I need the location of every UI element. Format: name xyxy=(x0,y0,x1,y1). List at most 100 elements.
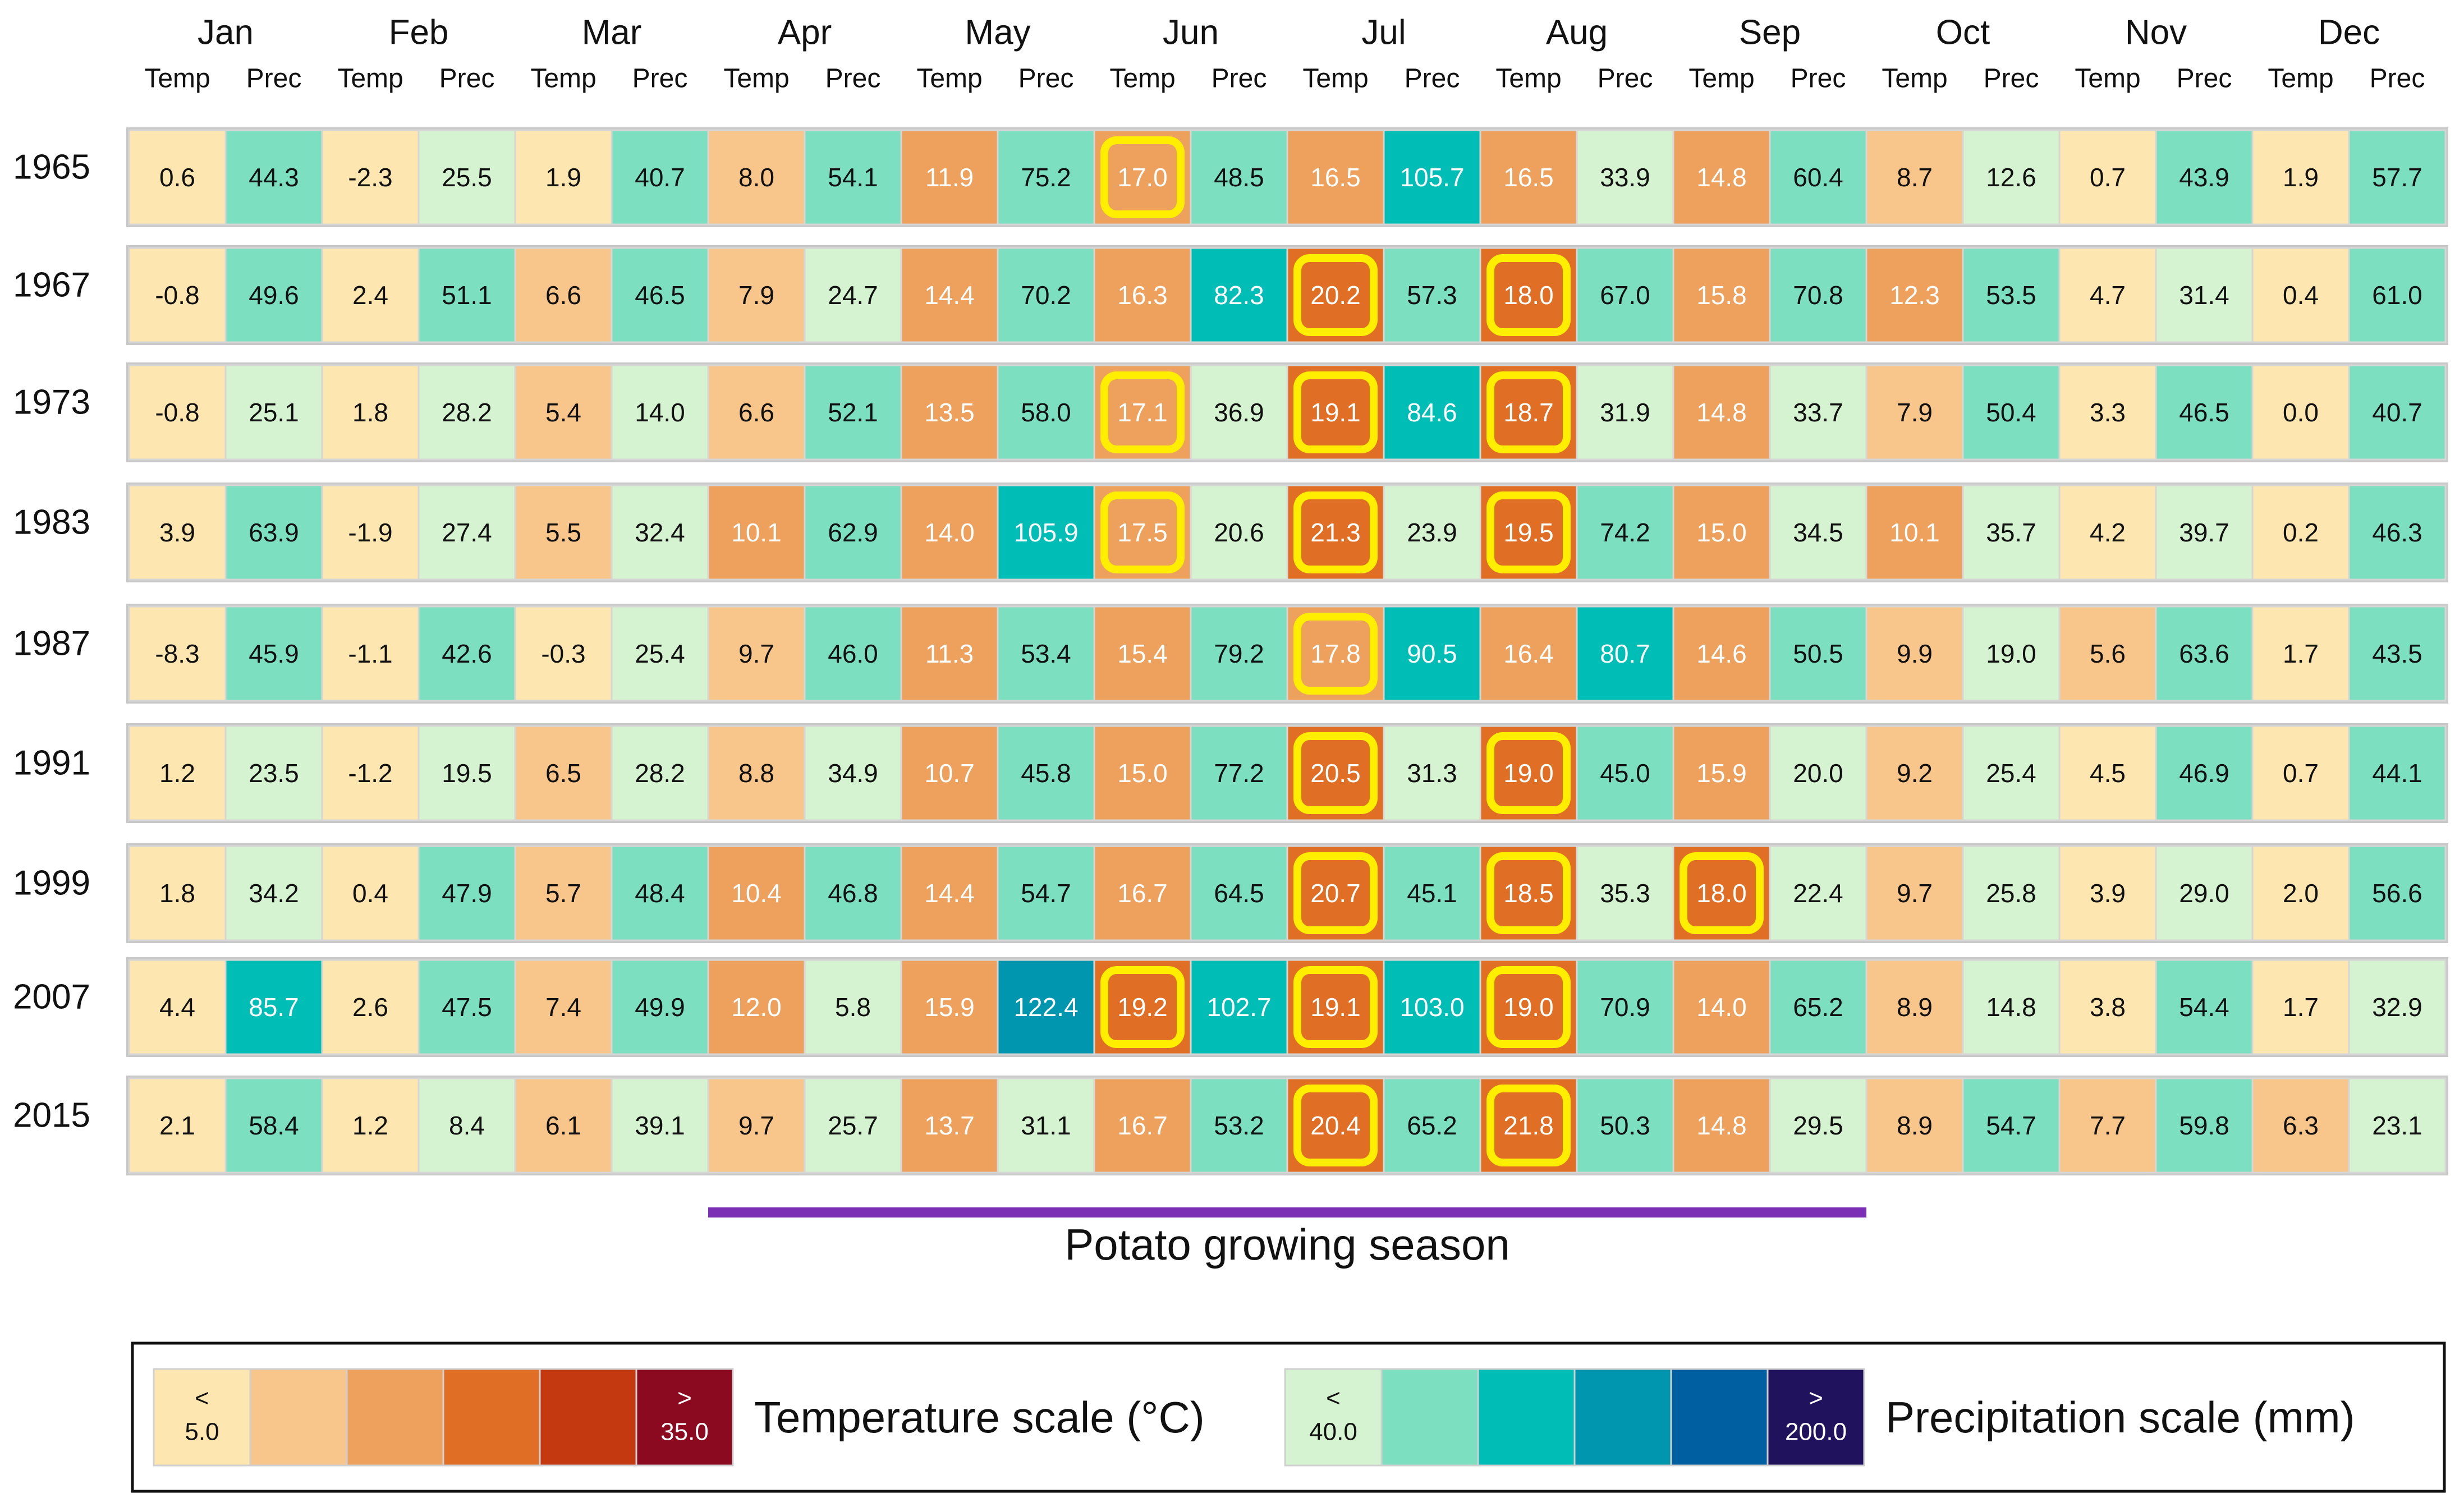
temp-cell-1991-mar xyxy=(514,725,613,821)
temp-cell-2007-sep xyxy=(1672,959,1771,1055)
temp-value-1987-aug: 16.4 xyxy=(1503,639,1554,668)
prec-value-1999-sep: 22.4 xyxy=(1793,879,1843,908)
temp-value-1987-mar: -0.3 xyxy=(541,639,585,668)
temp-cell-1973-mar xyxy=(514,364,613,461)
temp-value-1983-mar: 5.5 xyxy=(545,518,581,547)
temp-value-1965-sep: 14.8 xyxy=(1696,163,1747,192)
temp-scale-high-sign: > xyxy=(677,1385,692,1412)
prec-value-1973-may: 58.0 xyxy=(1021,398,1071,427)
month-label-jan: Jan xyxy=(198,13,254,52)
prec-value-1987-jun: 79.2 xyxy=(1214,639,1264,668)
temp-value-2015-apr: 9.7 xyxy=(738,1111,774,1140)
prec-value-1999-may: 54.7 xyxy=(1021,879,1071,908)
prec-scale-low-value: 40.0 xyxy=(1309,1418,1357,1446)
temp-cell-1983-jan xyxy=(128,484,227,581)
prec-value-1991-jul: 31.3 xyxy=(1407,759,1457,788)
temp-value-1967-jan: -0.8 xyxy=(155,281,199,310)
prec-value-1967-feb: 51.1 xyxy=(442,281,492,310)
subheader-prec-sep: Prec xyxy=(1791,64,1846,94)
prec-value-2015-sep: 29.5 xyxy=(1793,1111,1843,1140)
prec-value-2015-jul: 65.2 xyxy=(1407,1111,1457,1140)
temp-cell-1983-oct xyxy=(1865,484,1964,581)
prec-value-2007-dec: 32.9 xyxy=(2372,993,2422,1022)
temp-value-1991-jun: 15.0 xyxy=(1117,759,1168,788)
prec-cell-1999-oct xyxy=(1962,845,2061,941)
temp-value-1967-may: 14.4 xyxy=(924,281,975,310)
prec-cell-2015-dec xyxy=(2348,1077,2447,1174)
subheader-temp-nov: Temp xyxy=(2075,64,2140,94)
temp-cell-1967-oct xyxy=(1865,247,1964,343)
subheader-prec-may: Prec xyxy=(1018,64,1074,94)
prec-value-1967-jun: 82.3 xyxy=(1214,281,1264,310)
temp-value-2007-dec: 1.7 xyxy=(2283,993,2319,1022)
prec-value-2007-jan: 85.7 xyxy=(249,993,299,1022)
prec-cell-1987-jan xyxy=(224,605,323,702)
prec-value-1987-mar: 25.4 xyxy=(635,639,685,668)
prec-value-1973-mar: 14.0 xyxy=(635,398,685,427)
temp-value-1987-nov: 5.6 xyxy=(2090,639,2126,668)
temp-cell-1999-dec xyxy=(2251,845,2350,941)
month-label-oct: Oct xyxy=(1936,13,1990,52)
highlight-box-1983-aug xyxy=(1486,491,1571,573)
prec-value-1987-jul: 90.5 xyxy=(1407,639,1457,668)
temp-value-1967-apr: 7.9 xyxy=(738,281,774,310)
prec-cell-1967-oct xyxy=(1962,247,2061,343)
temp-value-1987-jun: 15.4 xyxy=(1117,639,1168,668)
prec-value-1973-apr: 52.1 xyxy=(828,398,878,427)
temp-cell-1965-mar xyxy=(514,129,613,226)
prec-cell-1973-oct xyxy=(1962,364,2061,461)
row-outline-2007 xyxy=(126,957,2448,1057)
temp-value-1967-feb: 2.4 xyxy=(352,281,388,310)
temp-cell-1973-sep xyxy=(1672,364,1771,461)
temp-value-2015-jun: 16.7 xyxy=(1117,1111,1168,1140)
prec-value-2007-apr: 5.8 xyxy=(835,993,871,1022)
temp-value-1967-oct: 12.3 xyxy=(1889,281,1940,310)
prec-value-1999-jul: 45.1 xyxy=(1407,879,1457,908)
prec-cell-1967-jan xyxy=(224,247,323,343)
growing-season-bar xyxy=(708,1207,1866,1217)
prec-value-1999-jun: 64.5 xyxy=(1214,879,1264,908)
prec-cell-1991-mar xyxy=(611,725,709,821)
temp-cell-1965-apr xyxy=(707,129,806,226)
year-label-1991: 1991 xyxy=(13,744,90,783)
prec-cell-1983-feb xyxy=(417,484,516,581)
prec-cell-1999-apr xyxy=(804,845,902,941)
prec-cell-1987-may xyxy=(997,605,1095,702)
prec-value-2015-aug: 50.3 xyxy=(1600,1111,1650,1140)
prec-cell-1973-jul xyxy=(1383,364,1481,461)
temp-value-1999-apr: 10.4 xyxy=(731,879,782,908)
temp-cell-1991-sep xyxy=(1672,725,1771,821)
prec-value-2015-may: 31.1 xyxy=(1021,1111,1071,1140)
highlight-box-1983-jul xyxy=(1293,491,1378,573)
prec-value-1991-jan: 23.5 xyxy=(249,759,299,788)
temp-cell-2007-feb xyxy=(321,959,420,1055)
prec-cell-1991-aug xyxy=(1576,725,1674,821)
temp-cell-1999-may xyxy=(900,845,999,941)
prec-scale-high-value: 200.0 xyxy=(1785,1418,1847,1446)
prec-cell-1999-may xyxy=(997,845,1095,941)
temp-value-1967-jun: 16.3 xyxy=(1117,281,1168,310)
temp-value-1983-jun: 17.5 xyxy=(1117,518,1168,547)
prec-value-1973-nov: 46.5 xyxy=(2179,398,2229,427)
prec-value-2015-jun: 53.2 xyxy=(1214,1111,1264,1140)
temp-value-2015-jul: 20.4 xyxy=(1310,1111,1361,1140)
temp-value-1967-dec: 0.4 xyxy=(2283,281,2319,310)
temp-cell-1967-feb xyxy=(321,247,420,343)
year-label-2015: 2015 xyxy=(13,1096,90,1135)
prec-value-1987-jan: 45.9 xyxy=(249,639,299,668)
prec-cell-1999-feb xyxy=(417,845,516,941)
temp-cell-1965-nov xyxy=(2058,129,2157,226)
temp-cell-1967-dec xyxy=(2251,247,2350,343)
temp-value-1973-jun: 17.1 xyxy=(1117,398,1168,427)
temp-value-1999-mar: 5.7 xyxy=(545,879,581,908)
subheader-prec-nov: Prec xyxy=(2177,64,2232,94)
prec-value-1965-jul: 105.7 xyxy=(1400,163,1464,192)
subheader-temp-may: Temp xyxy=(916,64,982,94)
prec-value-2015-dec: 23.1 xyxy=(2372,1111,2422,1140)
prec-cell-1967-may xyxy=(997,247,1095,343)
month-label-mar: Mar xyxy=(582,13,642,52)
temp-value-1965-aug: 16.5 xyxy=(1503,163,1554,192)
temp-value-1973-sep: 14.8 xyxy=(1696,398,1747,427)
temp-scale-high-value: 35.0 xyxy=(660,1418,709,1446)
subheader-prec-mar: Prec xyxy=(632,64,688,94)
